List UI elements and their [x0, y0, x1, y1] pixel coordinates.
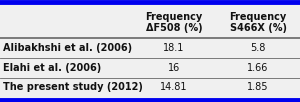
Text: 16: 16 [168, 63, 180, 73]
Text: 18.1: 18.1 [163, 43, 185, 53]
Text: Frequency
ΔF508 (%): Frequency ΔF508 (%) [146, 12, 202, 33]
Text: Frequency
S466X (%): Frequency S466X (%) [230, 12, 286, 33]
Text: Alibakhshi et al. (2006): Alibakhshi et al. (2006) [3, 43, 132, 53]
Text: 14.81: 14.81 [160, 82, 188, 93]
Text: 1.66: 1.66 [247, 63, 269, 73]
Text: The present study (2012): The present study (2012) [3, 82, 143, 93]
Text: Elahi et al. (2006): Elahi et al. (2006) [3, 63, 101, 73]
Text: 5.8: 5.8 [250, 43, 266, 53]
Text: 1.85: 1.85 [247, 82, 269, 93]
